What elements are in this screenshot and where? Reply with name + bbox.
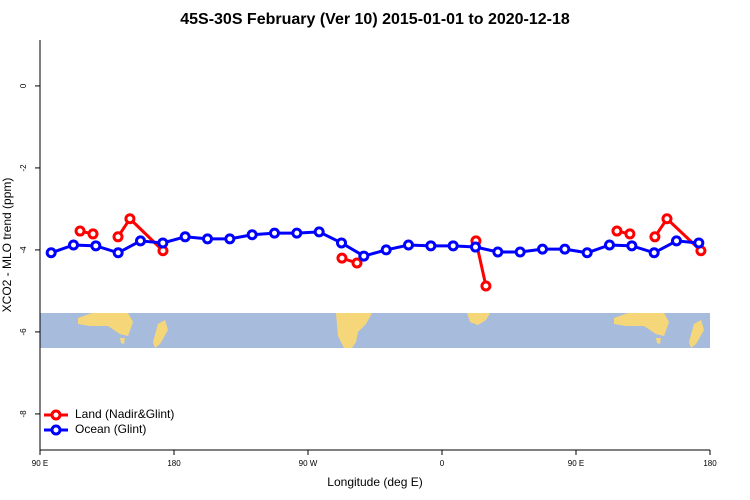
data-point [291,227,303,239]
data-point [179,231,191,243]
data-point [246,229,258,241]
data-point [514,246,526,258]
y-tick-label: -4 [19,246,28,254]
data-point [358,250,370,262]
map-land [120,338,125,344]
data-point [537,243,548,255]
data-point [87,228,99,240]
data-point [380,244,392,256]
y-tick-label: -6 [19,328,28,336]
y-tick-label: 0 [19,83,28,88]
chart-title: 45S-30S February (Ver 10) 2015-01-01 to … [180,11,570,28]
map-land [689,320,704,348]
data-point [351,257,363,269]
data-point [157,237,169,249]
x-axis-label: Longitude (deg E) [327,475,422,489]
map-land [336,313,372,348]
map-land [78,313,133,336]
data-point [611,225,623,237]
x-tick-label: 90 W [299,459,318,468]
data-point [224,233,236,245]
data-point [45,247,57,259]
x-tick-label: 90 E [568,459,584,468]
legend-marker [50,409,62,421]
data-point [581,247,593,259]
y-tick-label: -2 [19,164,28,172]
data-point [624,228,636,240]
data-point [470,241,481,253]
map-land [614,313,669,336]
data-point [648,247,660,259]
map-land [467,313,490,325]
data-point [447,240,459,252]
legend-label: Ocean (Glint) [75,422,146,436]
data-point [112,231,124,243]
y-tick-label: -8 [19,410,28,418]
data-point [68,239,79,251]
data-point [336,237,347,249]
data-point [90,240,102,252]
data-point [480,280,492,292]
data-point [649,231,661,243]
legend-marker [50,424,62,436]
data-point [336,252,348,264]
x-tick-label: 0 [440,459,445,468]
data-point [202,233,213,245]
data-point [124,213,136,225]
data-point [403,239,414,251]
data-point [313,226,325,238]
legend: Land (Nadir&Glint)Ocean (Glint) [44,407,174,436]
map-land [656,338,661,344]
x-tick-label: 180 [167,459,181,468]
y-axis-label: XCO2 - MLO trend (ppm) [0,178,14,313]
data-point [112,247,124,259]
data-point [492,246,504,258]
data-point [559,243,571,255]
data-point [74,225,86,237]
map-land [153,320,168,348]
data-point [671,235,682,247]
data-point [604,239,615,251]
map-strip [40,313,710,348]
data-point [425,240,437,252]
data-point [269,227,280,239]
legend-label: Land (Nadir&Glint) [75,407,174,421]
data-point [661,213,673,225]
x-tick-label: 90 E [32,459,48,468]
data-point [693,237,705,249]
map-ocean [40,313,710,348]
data-point [135,235,146,247]
x-tick-label: 180 [703,459,717,468]
data-point [626,240,638,252]
